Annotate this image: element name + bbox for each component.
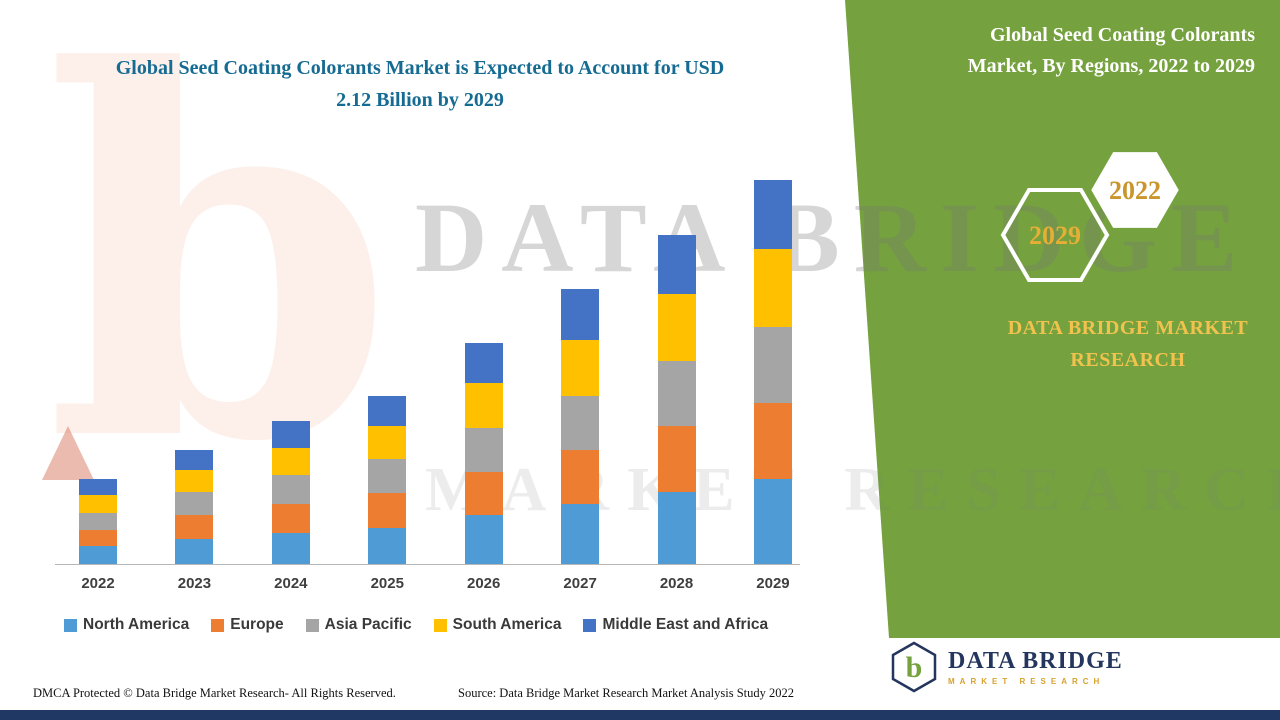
bar-2023 bbox=[175, 450, 214, 564]
bar-segment-2023 bbox=[175, 491, 214, 516]
bar-segment-2028 bbox=[657, 491, 696, 564]
x-axis-label: 2024 bbox=[274, 575, 308, 592]
legend-item: North America bbox=[64, 616, 189, 634]
green-side-panel bbox=[845, 0, 1280, 638]
databridge-logo: b DATA BRIDGE MARKET RESEARCH bbox=[888, 636, 1168, 698]
bar-segment-2023 bbox=[175, 538, 214, 564]
bar-segment-2024 bbox=[271, 448, 310, 476]
bar-segment-2025 bbox=[368, 527, 407, 564]
watermark-triangle bbox=[42, 426, 94, 480]
logo-hexagon bbox=[891, 641, 937, 693]
watermark-logo-letter: b bbox=[45, 0, 395, 551]
legend-label: North America bbox=[83, 616, 190, 633]
hexagon-2029-outline bbox=[1000, 188, 1110, 282]
bar-segment-2024 bbox=[271, 504, 310, 534]
stacked-bar-chart bbox=[55, 175, 800, 565]
x-axis-label: 2022 bbox=[81, 575, 115, 592]
bar-segment-2026 bbox=[464, 343, 503, 384]
bar-segment-2022 bbox=[79, 529, 117, 546]
legend-swatch bbox=[305, 618, 319, 632]
bar-segment-2028 bbox=[657, 294, 696, 362]
legend-item: Asia Pacific bbox=[305, 616, 412, 634]
bar-segment-2022 bbox=[79, 545, 117, 564]
logo-tagline: MARKET RESEARCH bbox=[948, 677, 1105, 686]
legend-label: Asia Pacific bbox=[324, 616, 412, 633]
bar-segment-2023 bbox=[175, 470, 214, 492]
bar-segment-2024 bbox=[271, 533, 310, 564]
logo-text-block: DATA BRIDGE MARKET RESEARCH bbox=[948, 648, 1123, 686]
bar-segment-2025 bbox=[368, 459, 407, 494]
bar-2025 bbox=[368, 395, 407, 564]
bar-segment-2023 bbox=[175, 450, 214, 471]
x-axis-label: 2023 bbox=[177, 575, 212, 592]
bar-segment-2026 bbox=[464, 428, 503, 472]
hexagon-2022-shape bbox=[1091, 152, 1179, 228]
bar-segment-2022 bbox=[79, 478, 117, 496]
bar-segment-2024 bbox=[271, 421, 310, 449]
legend-label: South America bbox=[452, 616, 562, 633]
legend-swatch bbox=[583, 618, 597, 632]
bar-segment-2027 bbox=[561, 395, 600, 451]
bar-segment-2027 bbox=[561, 450, 600, 505]
bar-segment-2028 bbox=[657, 426, 696, 492]
logo-letter: b bbox=[906, 651, 923, 684]
bar-2028 bbox=[657, 234, 696, 564]
source-note: Source: Data Bridge Market Research Mark… bbox=[458, 686, 795, 700]
bar-segment-2028 bbox=[657, 234, 696, 295]
panel-title: Global Seed Coating Colorants Market, By… bbox=[967, 24, 1255, 77]
legend-item: South America bbox=[433, 616, 562, 634]
legend-item: Middle East and Africa bbox=[583, 616, 768, 634]
bar-2024 bbox=[271, 421, 310, 564]
databridge-logo-icon: b bbox=[891, 641, 937, 693]
bar-segment-2025 bbox=[368, 493, 407, 528]
bar-segment-2029 bbox=[753, 180, 792, 250]
chart-title: Global Seed Coating Colorants Market is … bbox=[115, 57, 725, 111]
bar-segment-2026 bbox=[464, 515, 503, 564]
bar-segment-2025 bbox=[368, 426, 407, 460]
bar-segment-2025 bbox=[368, 395, 407, 427]
hexagon-2022-label: 2022 bbox=[1109, 176, 1161, 205]
hexagon-2029-label: 2029 bbox=[1029, 221, 1081, 250]
x-axis: 2022 2023 2024 2025 2026 2027 2028 2029 bbox=[55, 575, 800, 592]
bar-2022 bbox=[79, 478, 117, 564]
bar-segment-2027 bbox=[561, 339, 600, 396]
bar-segment-2029 bbox=[753, 402, 792, 479]
bar-segment-2026 bbox=[464, 383, 503, 429]
x-axis-label: 2026 bbox=[467, 575, 501, 592]
chart-legend: North America Europe Asia Pacific South Ame… bbox=[64, 616, 844, 634]
bar-segment-2029 bbox=[753, 249, 792, 327]
bar-segment-2029 bbox=[753, 478, 792, 564]
bar-segment-2022 bbox=[79, 513, 117, 530]
bar-segment-2022 bbox=[79, 495, 117, 514]
bottom-navy-bar bbox=[0, 710, 1280, 720]
x-axis-label: 2029 bbox=[756, 575, 790, 592]
x-axis-label: 2028 bbox=[659, 575, 694, 592]
x-axis-label: 2027 bbox=[563, 575, 597, 592]
legend-label: Middle East and Africa bbox=[602, 616, 769, 633]
bar-segment-2023 bbox=[175, 515, 214, 539]
bar-segment-2029 bbox=[753, 326, 792, 403]
bar-segment-2027 bbox=[561, 504, 600, 564]
legend-label: Europe bbox=[230, 616, 284, 633]
bar-segment-2024 bbox=[271, 475, 310, 505]
bar-2029 bbox=[753, 180, 792, 564]
bar-segment-2028 bbox=[657, 361, 696, 427]
logo-wordmark: DATA BRIDGE bbox=[948, 648, 1123, 674]
dmca-notice: DMCA Protected © Data Bridge Market Rese… bbox=[33, 686, 396, 700]
bar-2026 bbox=[464, 343, 503, 564]
legend-swatch bbox=[64, 618, 77, 632]
brand-text: DATA BRIDGE MARKET RESEARCH bbox=[1007, 317, 1249, 371]
bar-2027 bbox=[561, 288, 600, 564]
legend-swatch bbox=[211, 618, 225, 632]
x-axis-label: 2025 bbox=[370, 575, 404, 592]
bar-segment-2027 bbox=[561, 288, 600, 340]
legend-swatch bbox=[433, 618, 447, 632]
bar-segment-2026 bbox=[464, 471, 503, 516]
year-hexagons: 2022 2029 bbox=[1000, 152, 1179, 282]
legend-item: Europe bbox=[211, 616, 284, 634]
